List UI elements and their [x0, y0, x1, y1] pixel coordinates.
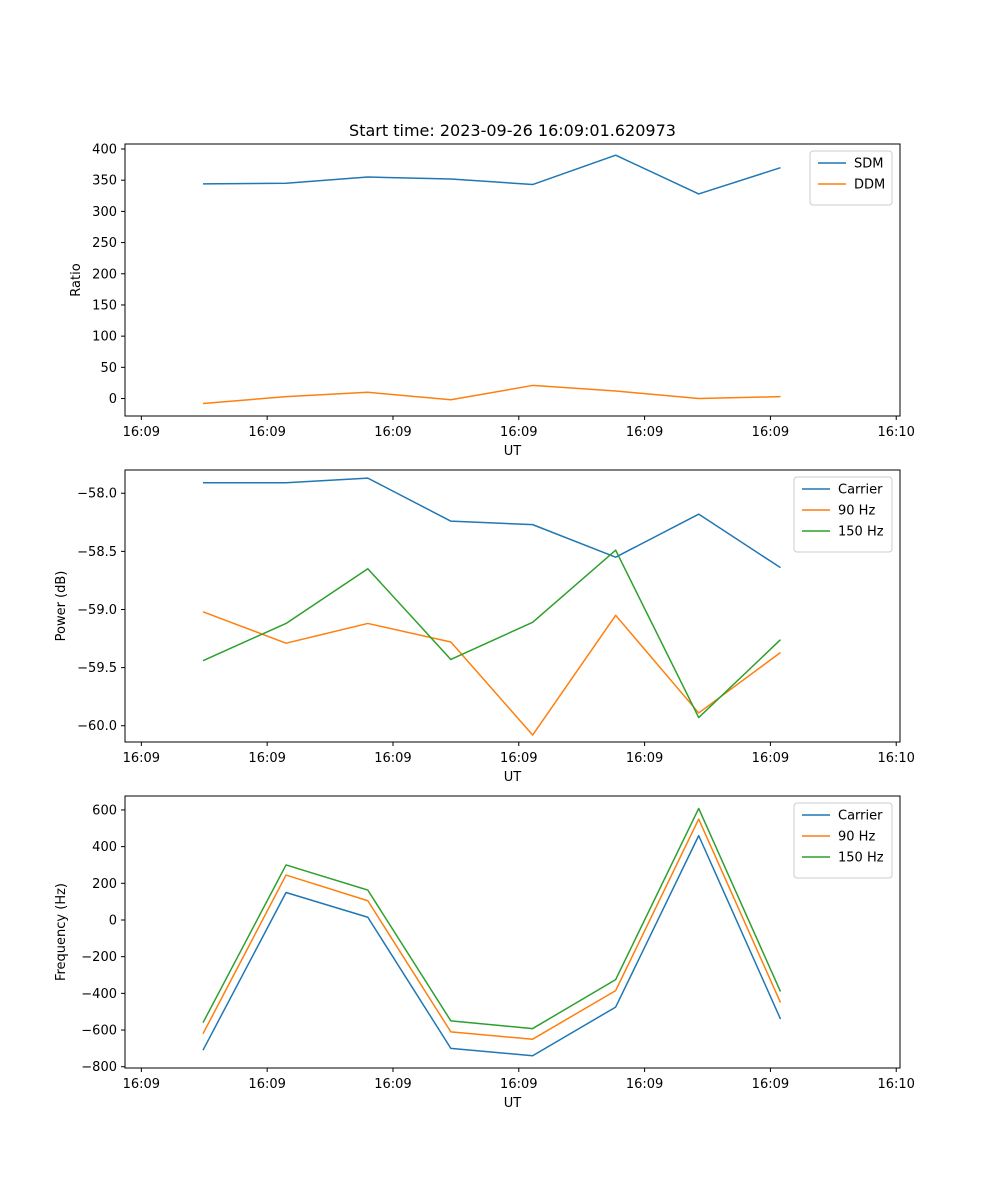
power-legend-label: Carrier — [838, 483, 883, 498]
frequency-panel: 16:09 16:09 16:09 16:09 16:09 16:09 16:10 −800 −… — [54, 795, 915, 1111]
power-panel: 16:09 16:09 16:09 16:09 16:09 16:09 16:10 −60.0… — [54, 469, 915, 785]
frequency-series-carrier — [202, 834, 782, 1057]
power-x-tick-label: 16:09 — [500, 751, 537, 766]
ratio-x-tick-label: 16:09 — [752, 425, 789, 440]
frequency-x-tick-label: 16:10 — [877, 1077, 914, 1092]
ratio-x-tick-label: 16:09 — [500, 425, 537, 440]
ratio-legend: SDM DDM — [809, 150, 893, 206]
ratio-y-tick-label: 350 — [92, 174, 117, 189]
frequency-legend-box — [793, 802, 893, 879]
power-y-axis-label: Power (dB) — [54, 571, 69, 642]
power-x-tick-label: 16:09 — [123, 751, 160, 766]
ratio-y-tick-label: 300 — [92, 205, 117, 220]
power-series-carrier — [203, 477, 781, 569]
ratio-y-tick-label: 200 — [92, 267, 117, 282]
ratio-y-tick-label: 400 — [92, 142, 117, 157]
power-x-tick-label: 16:09 — [248, 751, 285, 766]
power-x-tick-label: 16:09 — [374, 751, 411, 766]
ratio-panel: 16:09 16:09 16:09 16:09 16:09 16:09 16:10 0 50 10… — [69, 142, 915, 459]
frequency-series-150-hz — [202, 807, 782, 1030]
frequency-x-tick-label: 16:09 — [248, 1077, 285, 1092]
power-y-tick-label: −60.0 — [77, 719, 117, 734]
frequency-axes-frame — [124, 795, 901, 1069]
power-axes-frame — [124, 469, 901, 743]
frequency-y-tick-label: −400 — [81, 987, 117, 1002]
ratio-y-tick-label: 150 — [92, 298, 117, 313]
power-legend: Carrier 90 Hz 150 Hz — [793, 476, 893, 553]
power-y-tick-label: −59.5 — [77, 661, 117, 676]
power-legend-label: 150 Hz — [838, 525, 884, 540]
power-series-150-hz — [202, 549, 781, 719]
frequency-x-tick-label: 16:09 — [500, 1077, 537, 1092]
ratio-x-tick-label: 16:09 — [374, 425, 411, 440]
frequency-y-tick-label: −800 — [81, 1060, 117, 1075]
panels: 16:09 16:09 16:09 16:09 16:09 16:09 16:10 0 50 10… — [54, 142, 915, 1111]
ratio-axes-frame — [124, 143, 901, 417]
ratio-legend-label: DDM — [854, 178, 885, 193]
frequency-x-tick-label: 16:09 — [374, 1077, 411, 1092]
frequency-y-tick-label: 400 — [92, 840, 117, 855]
ratio-x-axis-label: UT — [504, 444, 522, 459]
ratio-y-axis-label: Ratio — [69, 263, 84, 296]
ratio-series-sdm — [202, 154, 781, 195]
frequency-y-tick-label: 0 — [109, 913, 117, 928]
power-x-axis-label: UT — [504, 770, 522, 785]
frequency-x-tick-label: 16:09 — [626, 1077, 663, 1092]
ratio-y-tick-label: 250 — [92, 236, 117, 251]
ratio-y-tick-label: 50 — [100, 361, 117, 376]
frequency-legend-label: 90 Hz — [838, 830, 875, 845]
ratio-x-tick-label: 16:09 — [248, 425, 285, 440]
chart-title: Start time: 2023-09-26 16:09:01.620973 — [349, 121, 676, 140]
frequency-y-tick-label: −200 — [81, 950, 117, 965]
frequency-y-tick-label: 200 — [92, 877, 117, 892]
power-x-tick-label: 16:09 — [626, 751, 663, 766]
frequency-y-tick-label: 600 — [92, 803, 117, 818]
power-legend-label: 90 Hz — [838, 504, 875, 519]
power-y-tick-label: −58.5 — [77, 545, 117, 560]
frequency-series-90-hz — [202, 818, 782, 1040]
frequency-x-axis-label: UT — [504, 1096, 522, 1111]
ratio-y-tick-label: 100 — [92, 330, 117, 345]
power-legend-box — [793, 476, 893, 553]
power-y-tick-label: −58.0 — [77, 487, 117, 502]
power-x-tick-label: 16:10 — [877, 751, 914, 766]
frequency-legend: Carrier 90 Hz 150 Hz — [793, 802, 893, 879]
power-y-tick-label: −59.0 — [77, 603, 117, 618]
frequency-y-tick-label: −600 — [81, 1024, 117, 1039]
power-x-tick-label: 16:09 — [752, 751, 789, 766]
ratio-x-tick-label: 16:09 — [123, 425, 160, 440]
frequency-y-axis-label: Frequency (Hz) — [54, 883, 69, 981]
ratio-x-tick-label: 16:10 — [877, 425, 914, 440]
ratio-legend-box — [809, 150, 893, 206]
frequency-x-tick-label: 16:09 — [123, 1077, 160, 1092]
frequency-x-tick-label: 16:09 — [752, 1077, 789, 1092]
frequency-legend-label: 150 Hz — [838, 851, 884, 866]
frequency-legend-label: Carrier — [838, 809, 883, 824]
ratio-legend-label: SDM — [854, 157, 883, 172]
ratio-y-tick-label: 0 — [109, 392, 117, 407]
power-series-90-hz — [202, 611, 781, 736]
ratio-series-ddm — [202, 384, 781, 405]
ratio-x-tick-label: 16:09 — [626, 425, 663, 440]
